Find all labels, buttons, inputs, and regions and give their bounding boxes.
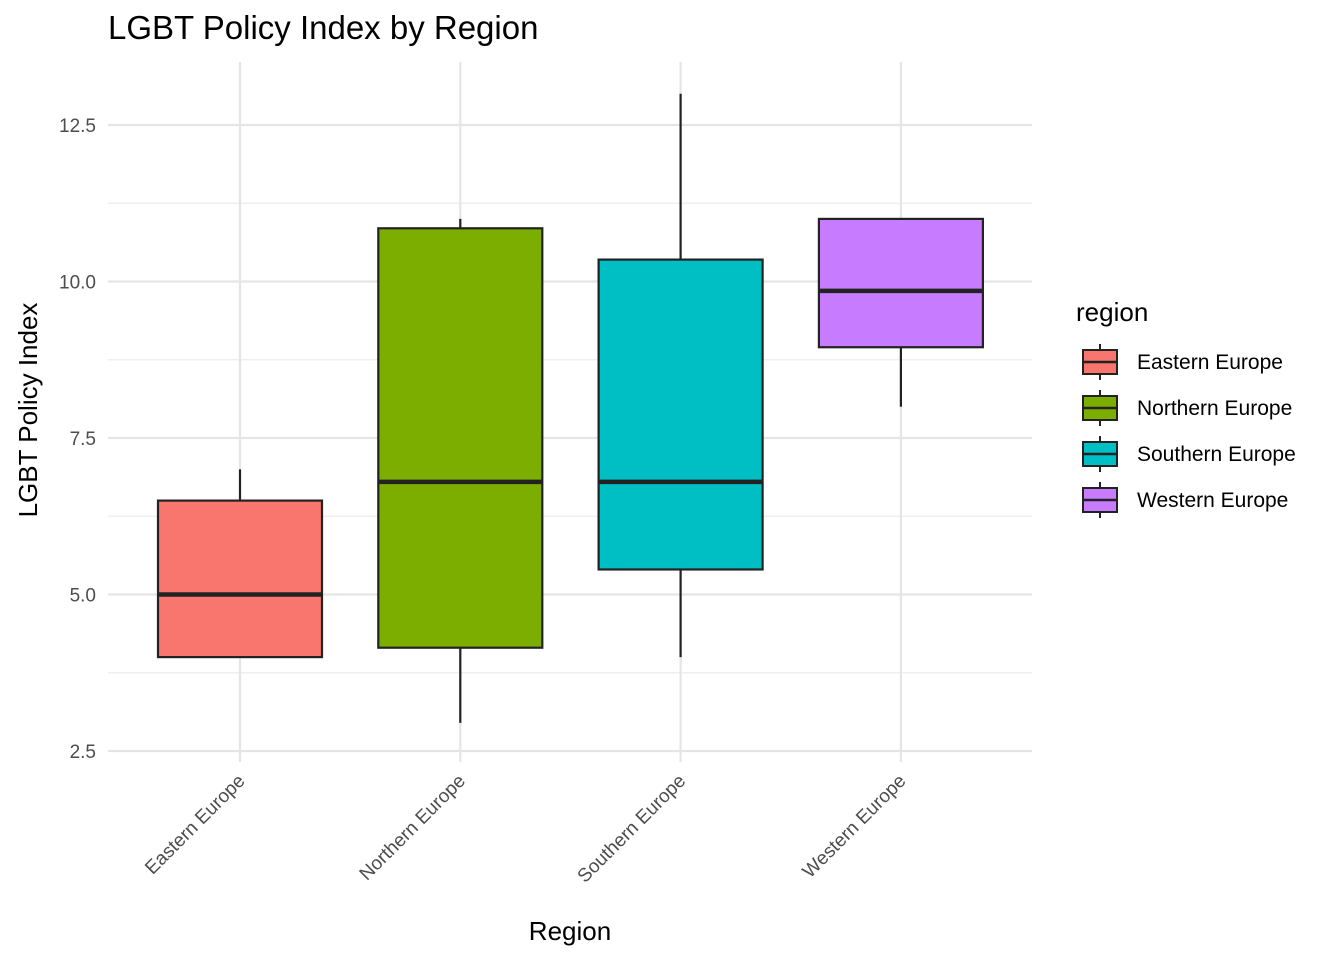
legend-label: Western Europe	[1137, 489, 1288, 512]
legend-label: Northern Europe	[1137, 397, 1292, 420]
x-tick-label: Southern Europe	[574, 771, 690, 887]
legend-item: Northern Europe	[1082, 390, 1292, 426]
y-tick-label: 5.0	[70, 586, 96, 607]
box-southern-europe	[597, 93, 764, 658]
chart-title: LGBT Policy Index by Region	[108, 9, 538, 46]
box-iqr	[817, 217, 985, 349]
legend: region Eastern Europe Northern Europe Sout…	[1076, 297, 1296, 518]
x-axis: Eastern Europe Northern Europe Southern Eu…	[141, 771, 910, 887]
legend-item: Southern Europe	[1082, 436, 1296, 472]
y-tick-label: 2.5	[70, 742, 96, 763]
y-axis-title: LGBT Policy Index	[13, 303, 43, 518]
box-iqr	[156, 499, 324, 659]
y-tick-label: 10.0	[59, 273, 96, 294]
legend-title: region	[1076, 297, 1148, 327]
box-northern-europe	[377, 218, 544, 723]
y-tick-label: 12.5	[59, 116, 96, 137]
box-iqr	[377, 227, 544, 649]
x-tick-label: Eastern Europe	[141, 771, 249, 879]
x-tick-label: Northern Europe	[356, 771, 470, 885]
y-axis: 2.5 5.0 7.5 10.0 12.5	[59, 116, 96, 763]
box-iqr	[597, 258, 764, 571]
legend-item: Western Europe	[1082, 482, 1288, 518]
legend-label: Eastern Europe	[1137, 351, 1283, 374]
legend-label: Southern Europe	[1137, 443, 1296, 466]
legend-item: Eastern Europe	[1082, 344, 1283, 380]
box-western-europe	[817, 217, 985, 407]
y-tick-label: 7.5	[70, 429, 96, 450]
x-axis-title: Region	[529, 916, 611, 946]
plot-area	[156, 93, 985, 723]
box-eastern-europe	[156, 469, 324, 659]
x-tick-label: Western Europe	[799, 771, 911, 883]
